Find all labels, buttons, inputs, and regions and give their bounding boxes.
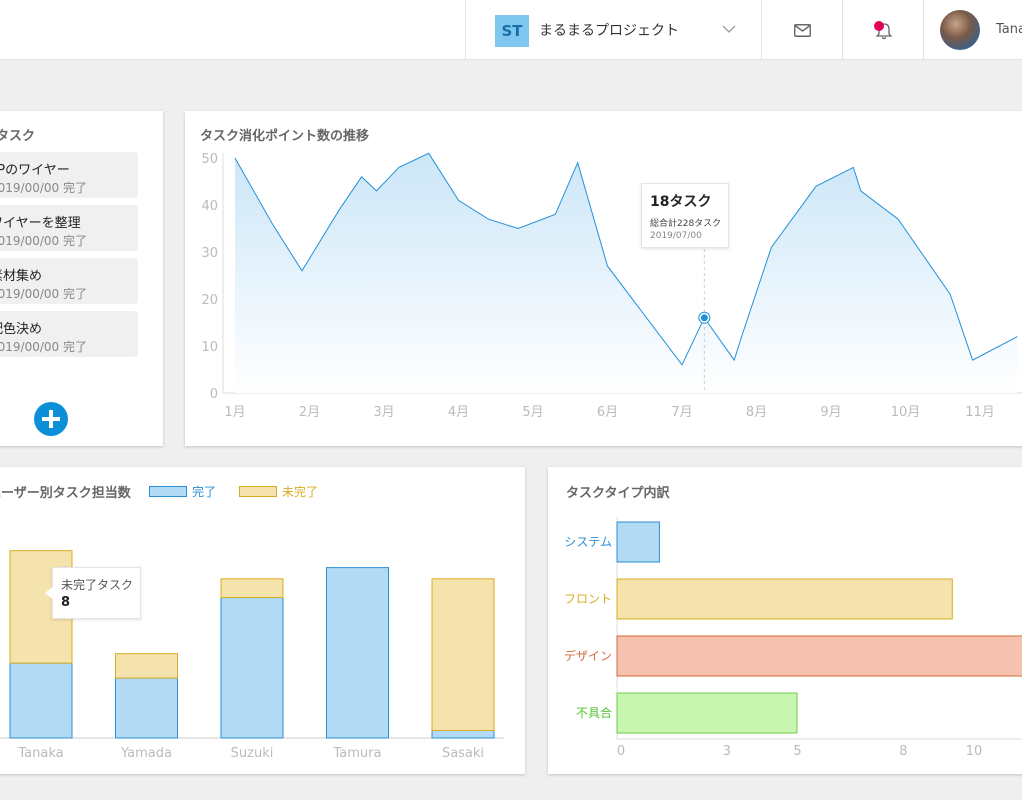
- legend-label-complete: 完了: [192, 485, 217, 499]
- bar: [616, 692, 798, 734]
- x-tick-label: 4月: [448, 405, 469, 420]
- category-label: フロント: [564, 592, 612, 606]
- notification-dot: [874, 21, 884, 31]
- x-tick-label: Tamura: [333, 746, 382, 761]
- x-tick-label: 5: [793, 744, 801, 759]
- x-tick-label: Yamada: [120, 746, 172, 761]
- task-types-card: タスクタイプ内訳 システムフロントデザイン不具合 0 3 5 8 10: [548, 467, 1022, 774]
- user-tasks-chart: Tanaka Yamada Suzuki Tamura Sasaki: [0, 550, 504, 761]
- task-date: 2019/00/00 完了: [0, 181, 87, 195]
- x-tick-label: 10: [966, 744, 983, 759]
- tooltip-title: 18タスク: [650, 194, 712, 210]
- user-name: Tanaka: [996, 22, 1022, 37]
- project-badge: ST: [495, 15, 529, 47]
- x-tick-label: Tanaka: [17, 746, 63, 761]
- series-area: [235, 153, 1018, 393]
- series-line: [234, 152, 1018, 366]
- bar-segment: [220, 578, 284, 599]
- x-tick-label: 5月: [522, 405, 543, 420]
- task-date: 2019/00/00 完了: [0, 340, 87, 354]
- y-tick-label: 20: [201, 293, 218, 308]
- user-menu[interactable]: Tanaka: [923, 0, 1022, 60]
- x-tick-label: 1月: [224, 405, 245, 420]
- x-tick-label: 9月: [820, 405, 841, 420]
- top-header: ST まるまるプロジェクト Tanaka: [0, 0, 1022, 60]
- task-item[interactable]: ワイヤーを整理 2019/00/00 完了: [0, 205, 138, 251]
- x-tick-label: 10月: [891, 405, 921, 420]
- bar-segment: [115, 653, 178, 679]
- task-name: ワイヤーを整理: [0, 216, 81, 231]
- project-selector[interactable]: ST まるまるプロジェクト: [465, 0, 762, 60]
- x-tick-label: Suzuki: [231, 746, 274, 761]
- tooltip-label: 未完了タスク: [61, 578, 134, 592]
- category-label: 不具合: [576, 705, 612, 720]
- chevron-down-icon[interactable]: [722, 22, 736, 36]
- highlight-point: [700, 314, 708, 322]
- bar-segment: [9, 662, 73, 739]
- task-name: 素材集め: [0, 269, 43, 284]
- card-title: ユーザー別タスク担当数: [0, 486, 131, 501]
- y-tick-label: 10: [201, 340, 218, 355]
- plus-circle-icon[interactable]: [34, 402, 68, 436]
- mail-button[interactable]: [761, 0, 842, 60]
- user-tasks-card: ユーザー別タスク担当数 完了 未完了 Tanaka Yamada Suzuki Tam…: [0, 467, 525, 774]
- legend-label-incomplete: 未完了: [282, 485, 319, 499]
- y-tick-label: 30: [201, 246, 218, 261]
- bar-tooltip: 未完了タスク 8: [52, 567, 141, 619]
- card-title: 完了タスク: [0, 129, 36, 144]
- task-name: LPのワイヤー: [0, 163, 70, 178]
- bar: [616, 521, 660, 563]
- y-tick-label: 40: [201, 199, 218, 214]
- tooltip-date: 2019/07/00: [650, 231, 702, 241]
- completed-tasks-card: 完了タスク LPのワイヤー 2019/00/00 完了 ワイヤーを整理 2019…: [0, 111, 163, 446]
- x-tick-label: 2月: [299, 405, 320, 420]
- x-tick-label: 8: [899, 744, 907, 759]
- y-tick-label: 0: [210, 387, 218, 402]
- task-date: 2019/00/00 完了: [0, 287, 87, 301]
- bar: [616, 635, 1022, 677]
- x-tick-label: 0: [617, 744, 625, 759]
- chart-tooltip: 18タスク 総合計228タスク 2019/07/00: [641, 183, 729, 248]
- x-tick-label: Sasaki: [442, 746, 484, 761]
- task-item[interactable]: 素材集め 2019/00/00 完了: [0, 258, 138, 304]
- category-label: デザイン: [564, 648, 612, 663]
- legend-swatch-incomplete: [239, 486, 277, 497]
- project-name: まるまるプロジェクト: [539, 23, 679, 39]
- task-item[interactable]: LPのワイヤー 2019/00/00 完了: [0, 152, 138, 198]
- task-item[interactable]: 配色決め 2019/00/00 完了: [0, 311, 138, 357]
- category-label: システム: [564, 535, 612, 549]
- legend-swatch-complete: [149, 486, 187, 497]
- task-date: 2019/00/00 完了: [0, 234, 87, 248]
- task-name: 配色決め: [0, 322, 43, 337]
- tooltip-subtitle: 総合計228タスク: [650, 219, 722, 229]
- card-title: タスクタイプ内訳: [566, 486, 670, 501]
- x-tick-label: 6月: [597, 405, 618, 420]
- card-title: タスク消化ポイント数の推移: [200, 129, 370, 144]
- avatar[interactable]: [940, 10, 980, 50]
- mail-icon: [794, 24, 811, 37]
- tooltip-arrow: [45, 586, 54, 600]
- bar-segment: [115, 677, 178, 739]
- bar-segment: [326, 567, 389, 739]
- bar-segment: [220, 597, 284, 739]
- bar: [616, 578, 953, 620]
- bar-segment: [431, 578, 495, 731]
- tooltip-value: 8: [61, 595, 71, 610]
- notification-button[interactable]: [842, 0, 923, 60]
- x-tick-label: 7月: [671, 405, 692, 420]
- trend-chart-card: タスク消化ポイント数の推移 0 10 20 30 40 50 1月 2月 3月 4月 5月 6月 7月 8…: [185, 111, 1022, 446]
- x-tick-label: 3月: [373, 405, 394, 420]
- bar-segment: [431, 730, 495, 739]
- x-tick-label: 11月: [965, 405, 995, 420]
- x-tick-label: 8月: [746, 405, 767, 420]
- y-tick-label: 50: [201, 152, 218, 167]
- trend-chart: 0 10 20 30 40 50 1月 2月 3月 4月 5月 6月 7月 8月 9月 10月 11月: [201, 152, 1022, 420]
- x-tick-label: 3: [723, 744, 731, 759]
